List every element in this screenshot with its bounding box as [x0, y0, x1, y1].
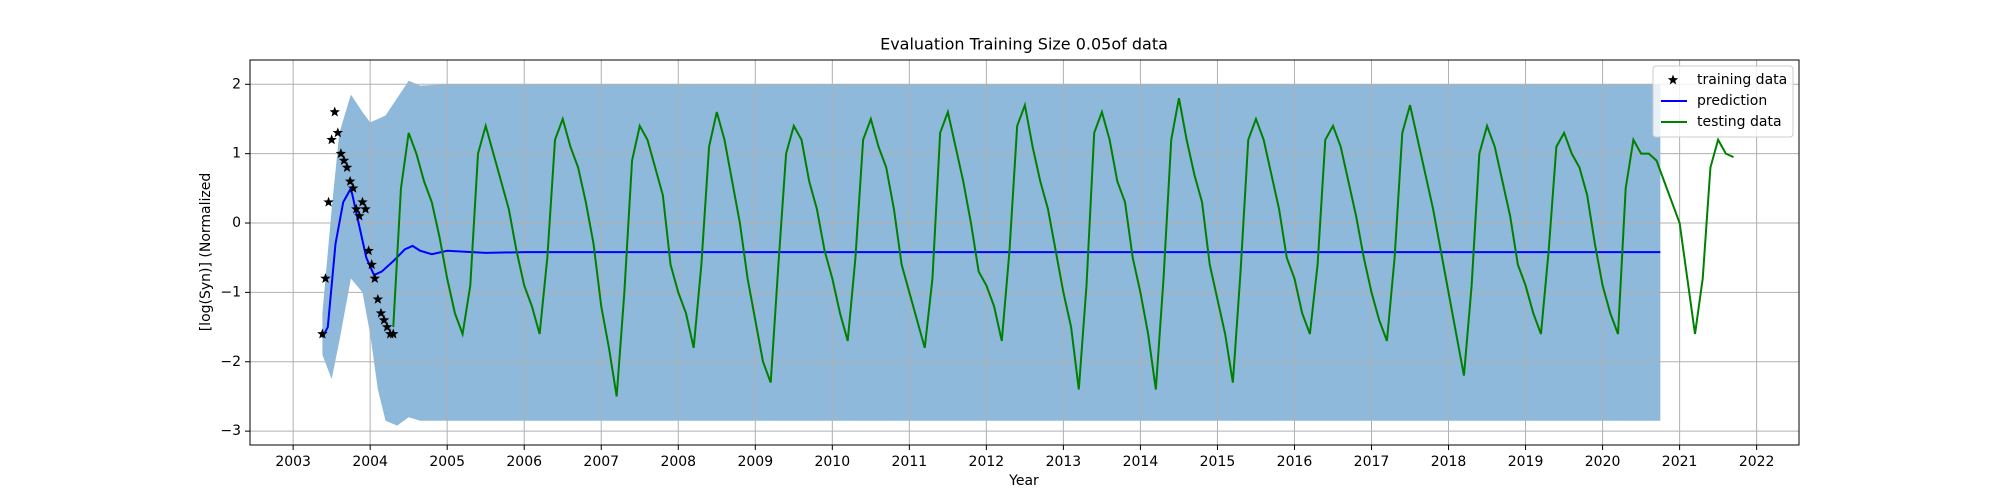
confidence-band — [322, 80, 1661, 426]
star-marker — [344, 175, 356, 186]
star-marker — [369, 273, 381, 283]
plot-frame — [249, 59, 1800, 446]
x-tick-label: 2014 — [1123, 454, 1159, 470]
star-marker — [332, 127, 344, 138]
star-marker — [320, 273, 331, 283]
chart-title: Evaluation Training Size 0.05of data — [880, 35, 1168, 54]
star-marker — [329, 106, 340, 117]
x-tick-label: 2009 — [737, 454, 773, 470]
x-tick-label: 2003 — [275, 454, 311, 470]
star-marker — [372, 293, 384, 304]
y-tick-label: 2 — [232, 76, 241, 92]
x-tick-label: 2006 — [506, 454, 542, 470]
star-marker — [357, 196, 368, 207]
star-marker — [317, 328, 328, 339]
star-marker — [326, 134, 337, 145]
x-tick-label: 2021 — [1662, 454, 1698, 470]
x-tick-label: 2013 — [1046, 454, 1082, 470]
star-marker — [366, 259, 377, 270]
star-marker — [375, 307, 387, 318]
legend-marker — [1667, 74, 1679, 85]
x-tick-label: 2004 — [352, 454, 388, 470]
star-marker — [360, 203, 371, 214]
star-marker — [388, 328, 399, 339]
star-marker — [347, 182, 359, 193]
star-marker — [323, 196, 334, 207]
y-axis-label: [log(Syn)] (Normalized — [198, 173, 214, 332]
x-tick-label: 2011 — [892, 454, 928, 470]
legend: training data prediction testing data — [1652, 65, 1794, 138]
legend-label: testing data — [1697, 114, 1782, 130]
y-tick-label: −1 — [220, 284, 241, 300]
x-axis-label: Year — [1008, 473, 1039, 489]
x-tick-label: 2005 — [429, 454, 465, 470]
y-tick-label: −3 — [220, 423, 241, 439]
y-tick-label: −2 — [220, 354, 241, 370]
star-marker — [335, 148, 347, 159]
line — [321, 185, 1661, 338]
y-tick-label: 0 — [232, 215, 241, 231]
legend-label: training data — [1697, 72, 1787, 88]
x-tick-label: 2010 — [814, 454, 850, 470]
x-tick-label: 2022 — [1739, 454, 1775, 470]
x-tick-label: 2015 — [1200, 454, 1236, 470]
star-marker — [363, 245, 374, 256]
y-tick-label: 1 — [232, 146, 241, 162]
x-tick-label: 2008 — [660, 454, 696, 470]
x-tick-label: 2019 — [1508, 454, 1544, 470]
legend-box — [1652, 65, 1794, 138]
x-tick-label: 2016 — [1277, 454, 1313, 470]
legend-label: prediction — [1697, 93, 1767, 109]
line — [392, 97, 1734, 397]
star-marker — [378, 314, 390, 325]
x-tick-label: 2020 — [1585, 454, 1621, 470]
star-marker — [338, 155, 350, 166]
x-tick-label: 2012 — [969, 454, 1005, 470]
star-marker — [354, 210, 365, 221]
star-marker — [381, 321, 393, 332]
x-tick-label: 2017 — [1354, 454, 1390, 470]
star-marker — [351, 203, 362, 214]
star-marker — [341, 162, 353, 172]
x-tick-label: 2018 — [1431, 454, 1467, 470]
x-tick-label: 2007 — [583, 454, 619, 470]
